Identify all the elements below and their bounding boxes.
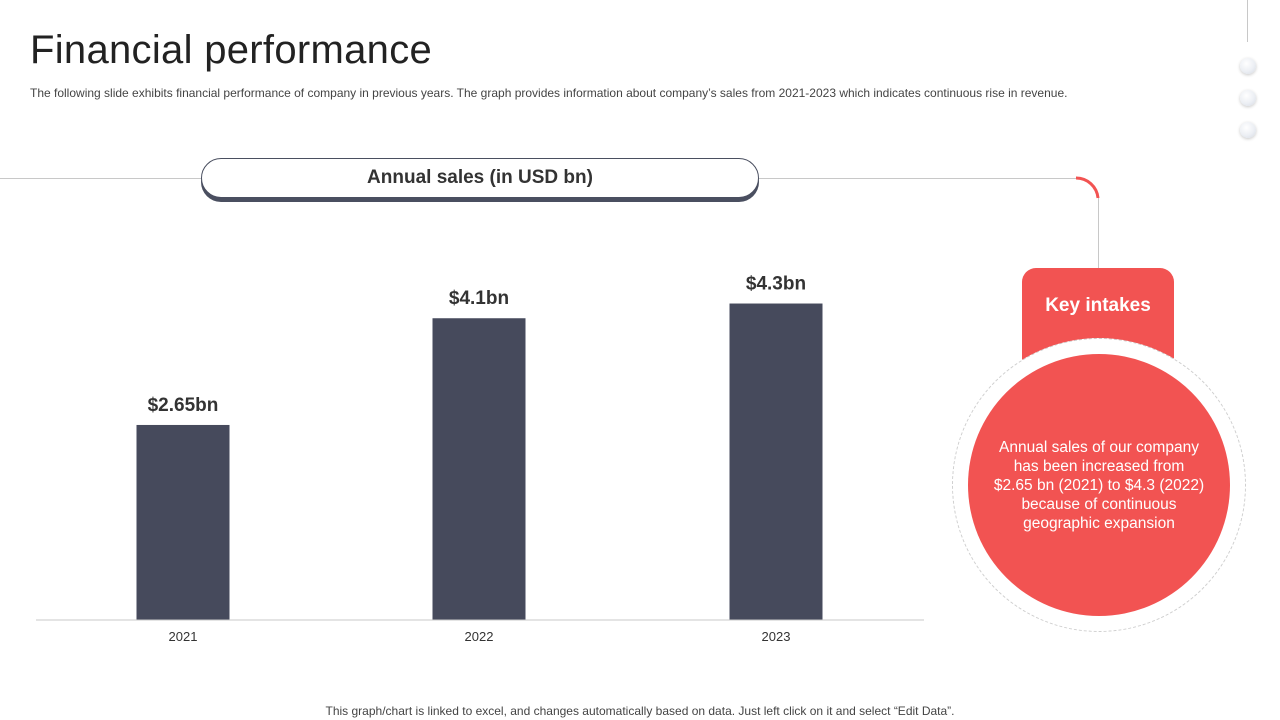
data-label-2021: $2.65bn xyxy=(148,395,219,416)
key-intakes-title: Key intakes xyxy=(1045,295,1151,316)
tick-label-2023: 2023 xyxy=(762,629,791,644)
connector-accent-arc xyxy=(1075,176,1100,199)
footnote: This graph/chart is linked to excel, and… xyxy=(325,704,955,718)
chart-bars xyxy=(136,303,823,620)
page-title: Financial performance xyxy=(30,28,433,72)
chart-title: Annual sales (in USD bn) xyxy=(201,158,759,198)
key-intakes-circle: Annual sales of our company has been inc… xyxy=(968,354,1230,616)
bar-2023[interactable] xyxy=(729,303,823,620)
bar-2022[interactable] xyxy=(432,318,526,620)
chart-data-labels: $2.65bn $4.1bn $4.3bn xyxy=(148,274,806,416)
connector-line-down xyxy=(1098,198,1099,270)
key-intakes-text: Annual sales of our company has been inc… xyxy=(993,438,1205,532)
connector-line-left xyxy=(0,178,204,179)
top-divider-line xyxy=(1247,0,1248,42)
page-subtitle: The following slide exhibits financial p… xyxy=(30,86,1068,100)
nav-dot-1[interactable] xyxy=(1240,58,1256,74)
bar-chart[interactable]: $2.65bn $4.1bn $4.3bn 2021 2022 2023 xyxy=(0,200,940,660)
nav-dot-3[interactable] xyxy=(1240,122,1256,138)
tick-label-2021: 2021 xyxy=(169,629,198,644)
bar-2021[interactable] xyxy=(136,424,230,620)
tick-label-2022: 2022 xyxy=(465,629,494,644)
chart-tick-labels: 2021 2022 2023 xyxy=(169,629,791,644)
data-label-2022: $4.1bn xyxy=(449,288,509,309)
data-label-2023: $4.3bn xyxy=(746,274,806,295)
nav-dot-2[interactable] xyxy=(1240,90,1256,106)
connector-line-right xyxy=(758,178,1076,179)
